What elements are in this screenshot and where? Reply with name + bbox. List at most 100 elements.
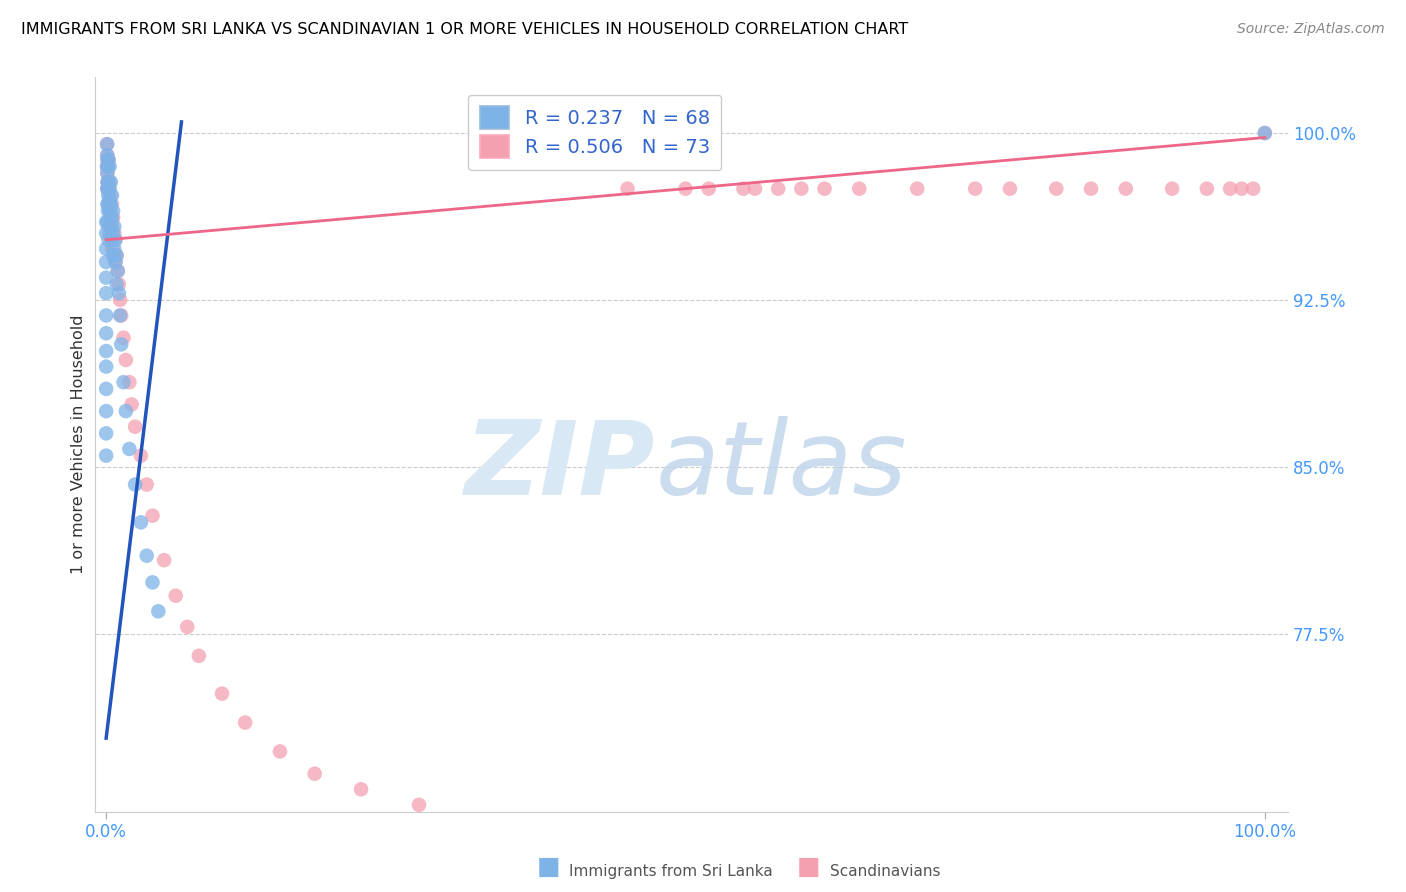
Point xyxy=(100,211,122,225)
Point xyxy=(96,175,118,189)
Text: atlas: atlas xyxy=(655,417,907,516)
Point xyxy=(103,248,125,262)
Point xyxy=(1254,126,1277,140)
Point xyxy=(101,248,124,262)
Point xyxy=(96,148,118,162)
Point xyxy=(96,182,118,196)
Point xyxy=(97,203,120,218)
Point xyxy=(107,264,129,278)
Point xyxy=(96,215,118,229)
Point xyxy=(98,175,121,189)
Point xyxy=(97,188,120,202)
Point xyxy=(104,255,127,269)
Point xyxy=(97,160,120,174)
Point xyxy=(118,442,141,456)
Text: ZIP: ZIP xyxy=(465,416,655,517)
Point xyxy=(101,226,124,240)
Point xyxy=(108,286,131,301)
Point xyxy=(101,203,124,218)
Point xyxy=(153,553,176,567)
Point xyxy=(100,175,122,189)
Point xyxy=(675,182,697,196)
Point xyxy=(96,404,118,418)
Point xyxy=(96,226,118,240)
Point xyxy=(97,182,120,196)
Point xyxy=(187,648,209,663)
Point xyxy=(848,182,870,196)
Point xyxy=(112,375,135,389)
Point xyxy=(141,508,163,523)
Point xyxy=(97,219,120,234)
Point xyxy=(101,188,124,202)
Point xyxy=(98,182,121,196)
Text: Immigrants from Sri Lanka: Immigrants from Sri Lanka xyxy=(569,863,773,879)
Point xyxy=(96,326,118,341)
Point xyxy=(103,226,125,240)
Point xyxy=(101,242,124,256)
Point xyxy=(233,715,256,730)
Point xyxy=(101,197,124,211)
Point xyxy=(100,219,122,234)
Point xyxy=(110,337,132,351)
Point xyxy=(97,175,120,189)
Point xyxy=(96,242,118,256)
Point xyxy=(101,211,124,225)
Point xyxy=(165,589,187,603)
Point xyxy=(129,516,152,530)
Point xyxy=(97,153,120,167)
Point xyxy=(98,193,121,207)
Point xyxy=(98,182,121,196)
Text: ■: ■ xyxy=(537,855,560,879)
Point xyxy=(96,344,118,359)
Point xyxy=(1161,182,1184,196)
Point xyxy=(96,137,118,152)
Point xyxy=(96,148,118,162)
Point xyxy=(96,160,118,174)
Point xyxy=(1080,182,1102,196)
Point xyxy=(97,182,120,196)
Point xyxy=(98,226,121,240)
Point xyxy=(141,575,163,590)
Point xyxy=(100,211,122,225)
Point xyxy=(97,197,120,211)
Point xyxy=(96,449,118,463)
Point xyxy=(96,153,118,167)
Point xyxy=(101,219,124,234)
Point xyxy=(103,219,125,234)
Point xyxy=(211,687,233,701)
Point xyxy=(96,286,118,301)
Point xyxy=(1045,182,1067,196)
Point xyxy=(105,277,128,292)
Point xyxy=(905,182,928,196)
Point xyxy=(98,197,121,211)
Point xyxy=(1195,182,1218,196)
Point xyxy=(1219,182,1241,196)
Text: IMMIGRANTS FROM SRI LANKA VS SCANDINAVIAN 1 OR MORE VEHICLES IN HOUSEHOLD CORREL: IMMIGRANTS FROM SRI LANKA VS SCANDINAVIA… xyxy=(21,22,908,37)
Point xyxy=(744,182,766,196)
Point xyxy=(408,797,430,812)
Point xyxy=(176,620,198,634)
Point xyxy=(98,203,121,218)
Point xyxy=(965,182,987,196)
Point xyxy=(104,233,127,247)
Point xyxy=(148,604,170,618)
Point xyxy=(813,182,835,196)
Point xyxy=(96,166,118,180)
Point xyxy=(96,426,118,441)
Point xyxy=(96,359,118,374)
Point xyxy=(350,782,373,797)
Point xyxy=(135,549,157,563)
Point xyxy=(96,175,118,189)
Text: Scandinavians: Scandinavians xyxy=(830,863,941,879)
Point xyxy=(97,160,120,174)
Point xyxy=(616,182,638,196)
Point xyxy=(96,153,118,167)
Point xyxy=(998,182,1021,196)
Text: Source: ZipAtlas.com: Source: ZipAtlas.com xyxy=(1237,22,1385,37)
Point xyxy=(98,219,121,234)
Point xyxy=(97,233,120,247)
Point xyxy=(105,248,128,262)
Point xyxy=(1115,182,1137,196)
Point xyxy=(96,182,118,196)
Point xyxy=(96,166,118,180)
